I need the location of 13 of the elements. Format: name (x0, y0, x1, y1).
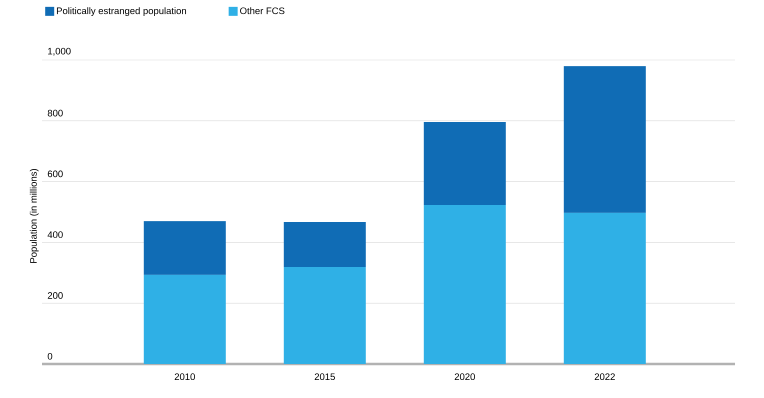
y-tick-label: 800 (48, 110, 63, 116)
y-tick-label: 200 (48, 292, 63, 299)
x-tick-label: 2020 (454, 373, 475, 380)
x-tick-label: 2010 (174, 373, 195, 380)
y-axis-title: Population (in millions) (30, 169, 39, 263)
y-tick-label: 0 (48, 352, 52, 360)
x-tick-label: 2015 (314, 373, 335, 380)
legend-label: Other FCS (240, 7, 284, 14)
x-tick-label: 2022 (594, 373, 615, 380)
y-tick-label: 600 (48, 170, 63, 178)
y-tick-label: 400 (48, 231, 63, 238)
y-tick-label: 1,000 (48, 48, 71, 56)
legend-label: Politically estranged population (56, 7, 186, 16)
